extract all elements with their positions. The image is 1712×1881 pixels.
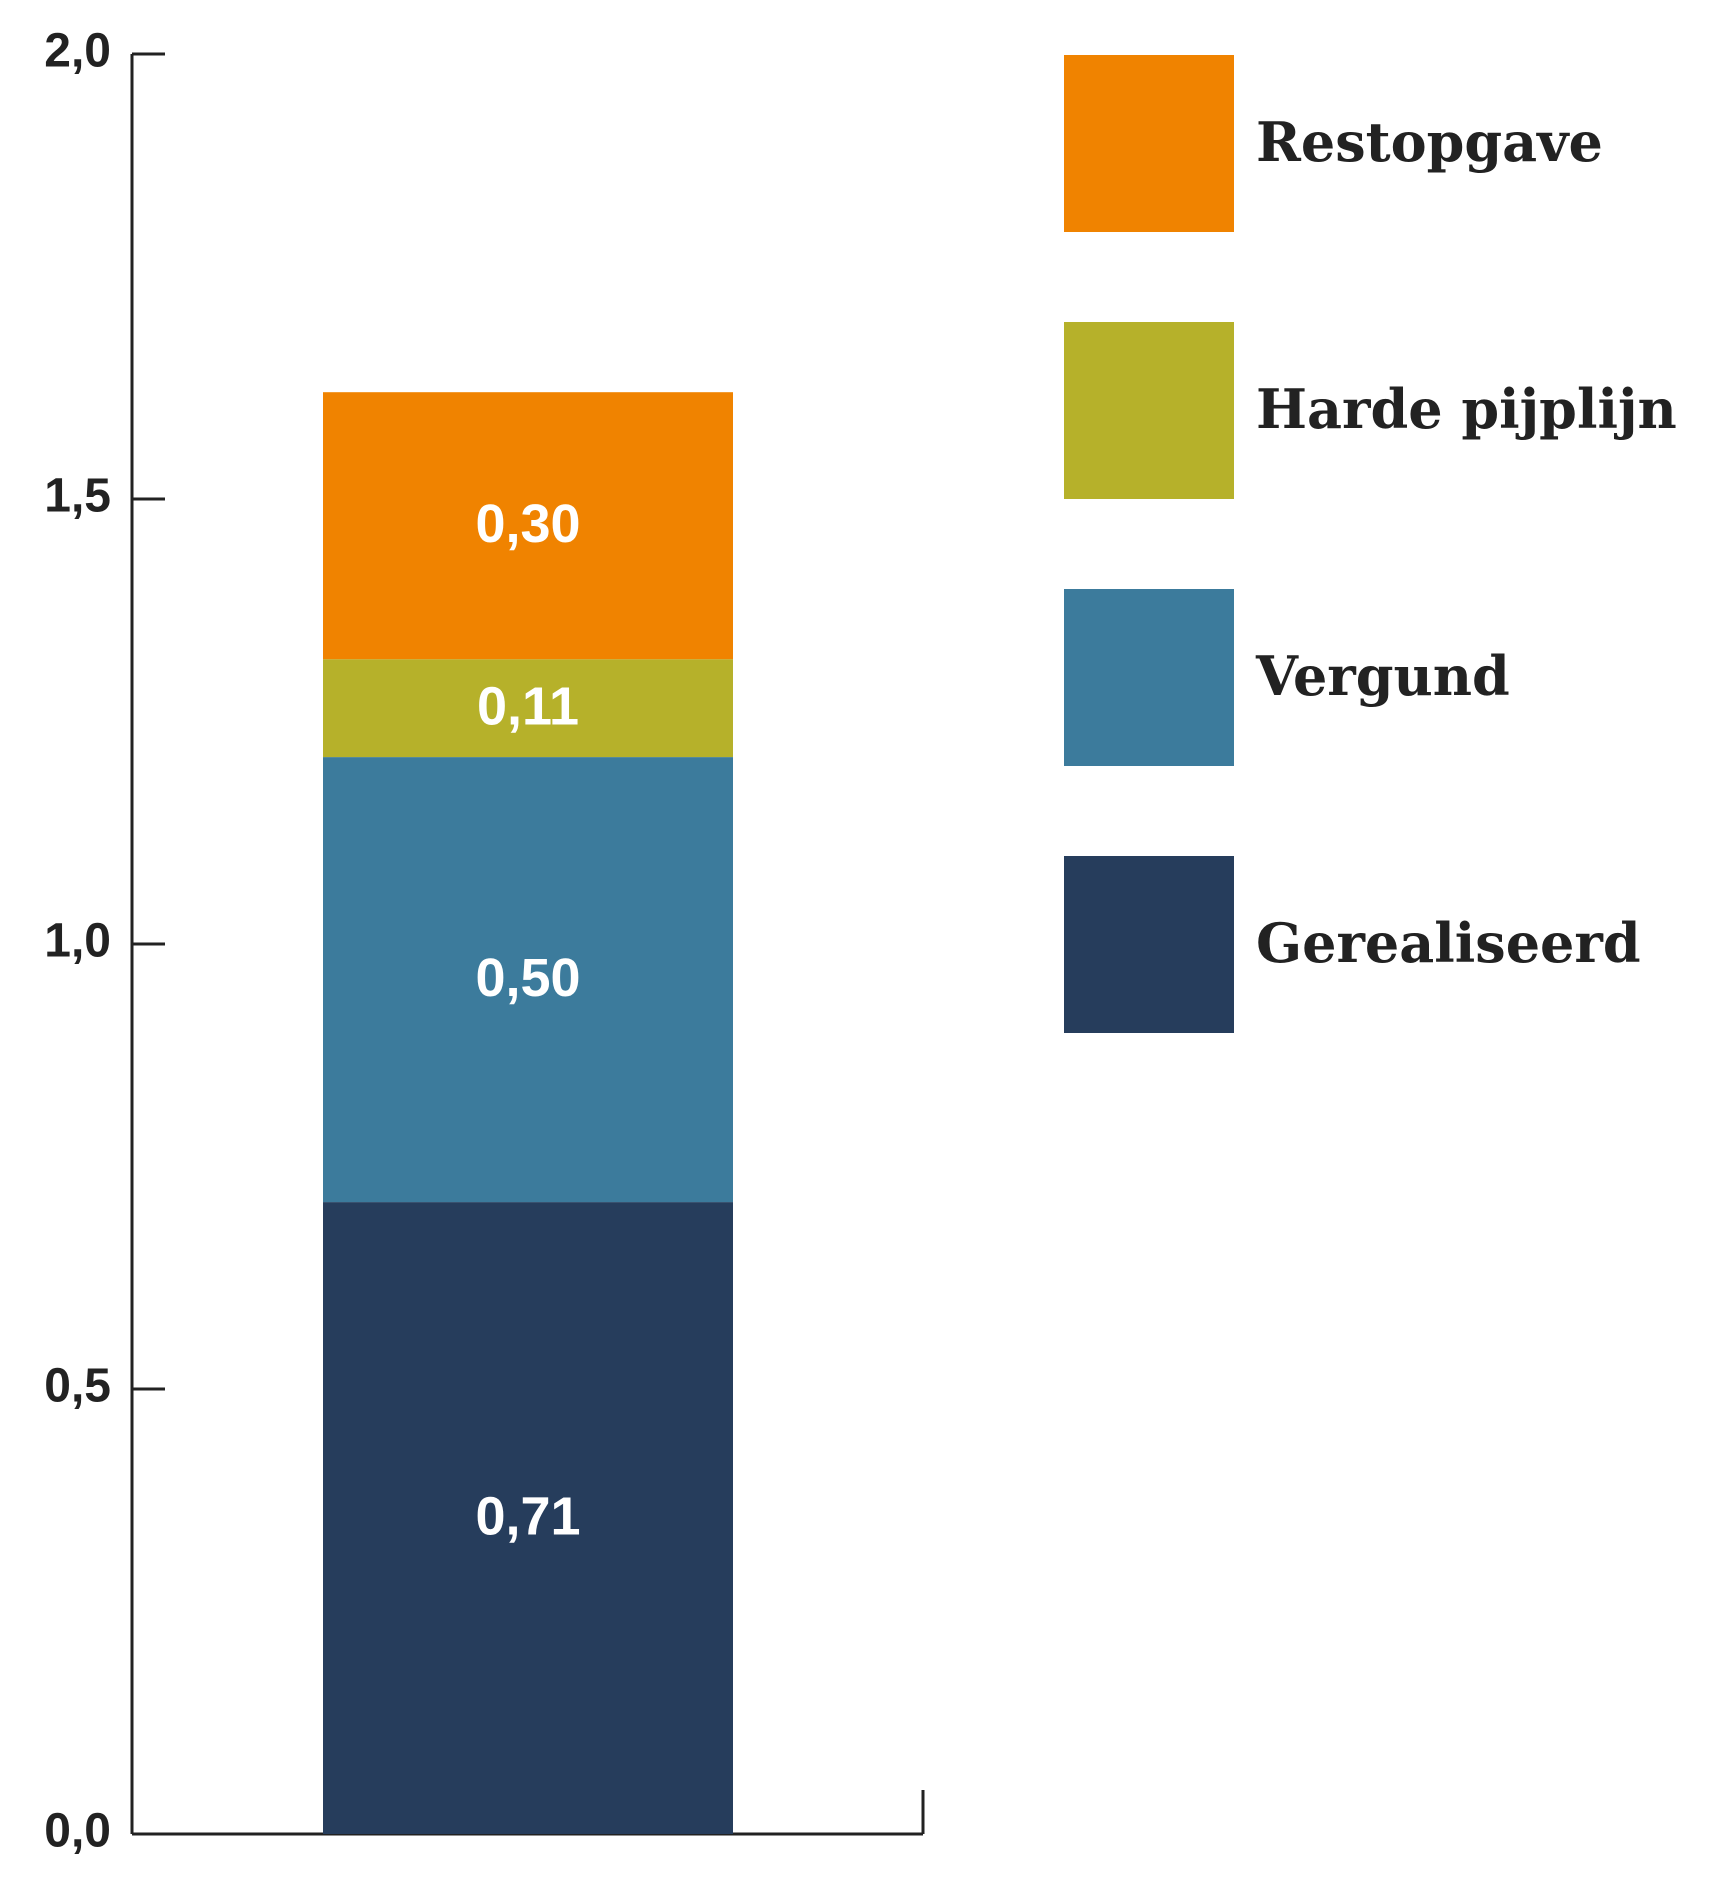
y-tick-label: 0,5 [44,1360,111,1413]
value-label: 0,30 [475,494,580,554]
legend-swatch [1064,856,1234,1033]
legend-swatch [1064,589,1234,766]
bar-segment [323,757,733,1203]
value-label: 0,50 [475,948,580,1008]
y-tick-label: 0,0 [44,1805,111,1858]
bar-segment [323,1202,733,1834]
legend-swatch [1064,55,1234,232]
bar-segment [323,392,733,660]
y-tick-label: 1,0 [44,915,111,968]
legend-label: Harde pijplijn [1256,377,1677,441]
value-label: 0,11 [477,676,579,736]
legend-label: Gerealiseerd [1256,911,1641,975]
legend-swatch [1064,322,1234,499]
y-tick-label: 2,0 [44,25,111,78]
legend-label: Restopgave [1256,110,1603,174]
y-tick-label: 1,5 [44,470,111,523]
value-label: 0,71 [475,1486,580,1546]
bar-segment [323,659,733,758]
legend-label: Vergund [1255,644,1510,708]
